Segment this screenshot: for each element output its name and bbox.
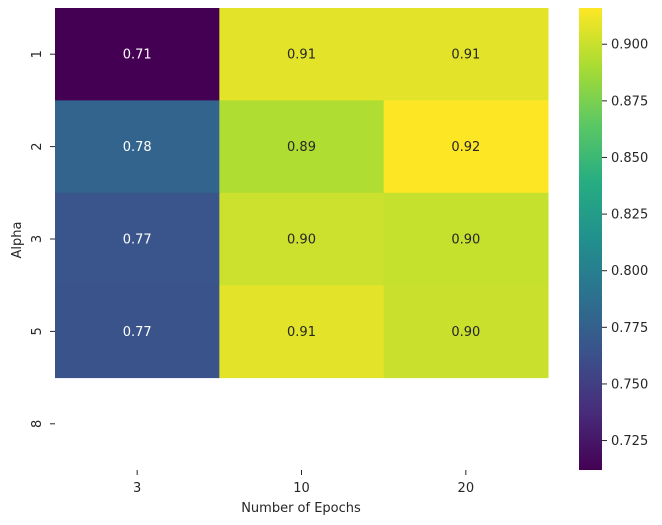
heatmap-cell — [383, 192, 549, 286]
cell-annotation: 0.90 — [451, 325, 480, 340]
colorbar-tick-label: 0.725 — [611, 434, 648, 449]
colorbar-tick-label: 0.850 — [611, 151, 648, 166]
cell-annotation: 0.90 — [287, 233, 316, 248]
colorbar-tick-label: 0.900 — [611, 38, 648, 53]
heatmap-cell — [383, 8, 549, 101]
heatmap-cell — [219, 100, 385, 194]
colorbar — [579, 8, 602, 470]
heatmap-cell — [219, 192, 385, 286]
cell-annotation: 0.77 — [123, 233, 152, 248]
x-tick-label: 20 — [458, 481, 475, 496]
heatmap-cell — [55, 192, 220, 286]
cell-annotation: 0.91 — [451, 48, 480, 63]
colorbar-tick-label: 0.775 — [611, 321, 648, 336]
cell-annotations: 0.71 0.91 0.91 0.78 0.89 0.92 0.77 0.90 0.90 0.77… — [123, 48, 481, 340]
heatmap-cell — [383, 285, 549, 379]
x-tick-label: 3 — [133, 481, 141, 496]
y-axis-ticks: 1 2 3 5 8 — [30, 50, 55, 428]
cell-annotation: 0.91 — [287, 325, 316, 340]
cell-annotation: 0.91 — [287, 48, 316, 63]
y-tick-label: 2 — [30, 142, 45, 150]
heatmap-cell — [55, 285, 220, 379]
cell-annotation: 0.71 — [123, 48, 152, 63]
x-axis-label: Number of Epochs — [241, 501, 361, 516]
heatmap-cell — [55, 8, 220, 101]
x-axis-ticks: 3 10 20 — [133, 470, 474, 496]
y-tick-label: 5 — [30, 327, 45, 335]
y-axis-label: Alpha — [10, 222, 25, 259]
x-tick-label: 10 — [293, 481, 310, 496]
heatmap-cell — [219, 8, 385, 101]
y-tick-label: 1 — [30, 50, 45, 58]
y-tick-label: 3 — [30, 235, 45, 243]
colorbar-tick-label: 0.875 — [611, 94, 648, 109]
colorbar-tick-label: 0.825 — [611, 208, 648, 223]
heatmap-cell — [383, 100, 549, 194]
y-tick-label: 8 — [30, 420, 45, 428]
colorbar-ticks: 0.725 0.750 0.775 0.800 0.825 0.850 0.875 0.900 — [602, 38, 648, 449]
heatmap-cell — [219, 285, 385, 379]
cell-annotation: 0.89 — [287, 140, 316, 155]
cell-annotation: 0.78 — [123, 140, 152, 155]
cell-annotation: 0.77 — [123, 325, 152, 340]
cell-annotation: 0.92 — [451, 140, 480, 155]
colorbar-tick-label: 0.800 — [611, 264, 648, 279]
cell-annotation: 0.90 — [451, 233, 480, 248]
heatmap-cells — [55, 8, 549, 379]
colorbar-tick-label: 0.750 — [611, 377, 648, 392]
heatmap-cell — [55, 100, 220, 194]
